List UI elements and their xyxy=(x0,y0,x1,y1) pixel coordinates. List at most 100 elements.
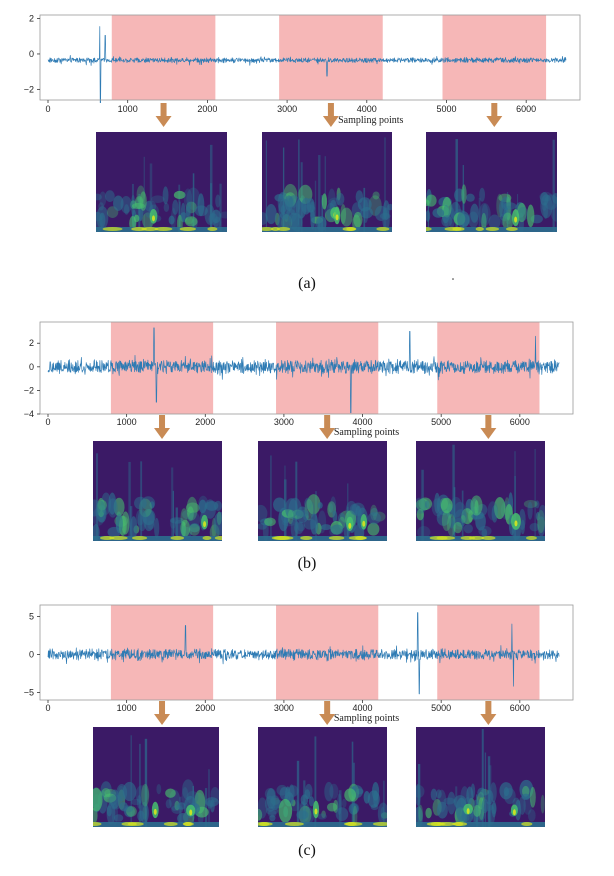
scalogram-streak xyxy=(296,760,300,827)
scalogram-blob xyxy=(348,803,359,815)
scalogram-blob xyxy=(520,519,525,535)
scalogram-blob xyxy=(344,788,357,802)
scalogram-blob xyxy=(329,783,339,799)
scalogram-streak xyxy=(452,444,455,541)
scalogram-blob xyxy=(494,496,506,520)
y-tick-label: −4 xyxy=(24,409,34,419)
x-axis-label: Sampling points xyxy=(334,427,399,438)
scalogram-blob xyxy=(302,204,316,213)
x-tick-label: 4000 xyxy=(357,104,377,114)
scalogram-blob xyxy=(306,494,321,515)
scalogram-blob xyxy=(211,209,222,224)
scalogram-streak xyxy=(383,780,385,827)
scalogram-streak xyxy=(265,140,267,232)
highlight-window-3 xyxy=(442,15,547,100)
scalogram-blob xyxy=(170,517,184,524)
scalogram-low-peak xyxy=(93,822,102,826)
scalogram-blob xyxy=(183,188,193,209)
panel-caption: (c) xyxy=(298,842,316,859)
scalogram-blob xyxy=(134,496,147,510)
scalogram-blob xyxy=(299,801,307,825)
highlight-window-2 xyxy=(279,15,383,100)
scalogram-blob xyxy=(96,193,102,201)
scalogram-streak xyxy=(462,188,465,232)
scalogram-blob xyxy=(327,188,336,212)
scalogram-streak xyxy=(178,184,181,232)
scalogram-low-peak xyxy=(376,227,390,231)
scalogram-blob xyxy=(534,500,540,509)
scalogram-blob xyxy=(287,510,294,525)
scalogram-low-peak xyxy=(521,822,533,826)
scalogram-blob xyxy=(337,793,342,815)
scalogram-blob xyxy=(332,510,338,523)
scalogram-blob xyxy=(457,211,470,228)
scalogram-blob xyxy=(502,212,514,231)
scalogram-blob xyxy=(187,512,201,528)
scalogram-blob xyxy=(173,190,186,200)
scalogram-blob xyxy=(481,798,489,814)
scalogram-blob xyxy=(426,210,431,222)
scalogram-blob xyxy=(165,799,172,809)
signal-line xyxy=(47,26,567,104)
scalogram-blob xyxy=(114,515,129,527)
scalogram-blob xyxy=(290,516,299,540)
signal-line xyxy=(47,327,560,414)
scalogram-streak xyxy=(514,475,516,541)
scalogram-blob xyxy=(168,215,175,225)
scalogram-blob xyxy=(113,814,124,822)
scalogram-low-peak xyxy=(109,536,128,540)
scalogram-blob xyxy=(328,197,341,207)
scalogram-blob xyxy=(204,499,216,519)
scalogram-blob xyxy=(321,193,328,210)
panel-c: −5 0 5 0 1000 2000 3000 4000 5000 6000 Sampling po… xyxy=(24,604,574,859)
scalogram-blob xyxy=(355,505,362,525)
scalogram-streak xyxy=(556,171,557,232)
scalogram-blob xyxy=(185,201,192,219)
scalogram-blob xyxy=(527,501,533,520)
scalogram-blob xyxy=(447,791,456,815)
scalogram-blob xyxy=(503,207,509,219)
scalogram-streak xyxy=(318,155,321,232)
scalogram-blob xyxy=(436,502,441,519)
scalogram-blob xyxy=(461,184,467,204)
scalogram-blob xyxy=(177,813,189,824)
scalogram-low-peak xyxy=(452,227,465,231)
x-tick-label: 5000 xyxy=(431,417,451,427)
scalogram-blob xyxy=(276,784,288,796)
scalogram-blob xyxy=(330,524,344,535)
scalogram-low-band xyxy=(416,822,545,827)
scalogram-2 xyxy=(258,441,387,541)
scalogram-blob xyxy=(118,515,127,537)
down-arrow-icon xyxy=(154,415,171,439)
scalogram-blob xyxy=(149,501,155,509)
scalogram-blob xyxy=(156,783,162,795)
scalogram-blob xyxy=(487,804,496,825)
scalogram-blob xyxy=(529,786,536,808)
scalogram-blob xyxy=(377,802,387,825)
scalogram-peak xyxy=(203,521,207,528)
scalogram-blob xyxy=(383,200,390,221)
scalogram-blob xyxy=(453,501,467,525)
scalogram-blob xyxy=(519,779,534,799)
scalogram-low-peak xyxy=(342,227,356,231)
scalogram-blob xyxy=(521,793,530,801)
scalogram-blob xyxy=(135,785,149,804)
scalogram-low-band xyxy=(258,536,387,541)
scalogram-blob xyxy=(340,204,347,225)
scalogram-blob xyxy=(170,207,176,231)
scalogram-blob xyxy=(122,781,137,802)
scalogram-streak xyxy=(149,163,153,232)
panel-caption: (b) xyxy=(298,555,317,572)
down-arrow-icon xyxy=(480,701,497,725)
scalogram-blob xyxy=(194,205,208,217)
scalogram-blob xyxy=(136,795,142,809)
scalogram-blob xyxy=(180,519,191,537)
scalogram-peak xyxy=(151,215,155,222)
scalogram-blob xyxy=(418,804,423,822)
scalogram-blob xyxy=(95,500,106,523)
scalogram-blob xyxy=(175,804,181,811)
scalogram-blob xyxy=(317,502,323,509)
scalogram-streak xyxy=(204,788,208,827)
scalogram-blob xyxy=(518,796,526,815)
scalogram-low-peak xyxy=(273,536,294,540)
